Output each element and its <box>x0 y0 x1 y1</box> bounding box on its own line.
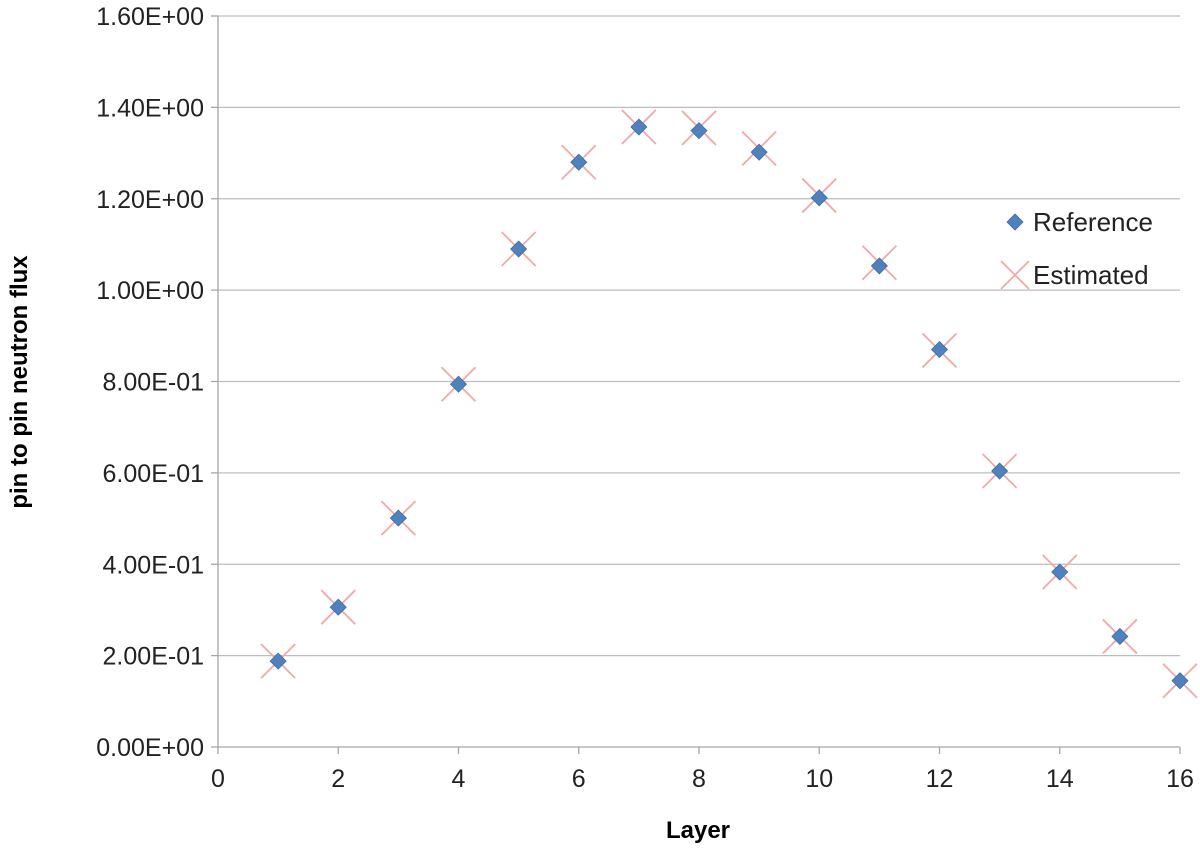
x-tick-label: 10 <box>805 765 833 793</box>
legend-label: Estimated <box>1033 260 1149 290</box>
reference-point <box>991 462 1009 480</box>
y-axis-title: pin to pin neutron flux <box>6 255 33 509</box>
legend-label: Reference <box>1033 207 1153 237</box>
reference-point <box>750 143 768 161</box>
reference-point <box>690 122 708 140</box>
x-tick-label: 12 <box>926 765 954 793</box>
y-tick-label: 1.00E+00 <box>96 277 204 305</box>
x-tick-label: 0 <box>211 765 225 793</box>
y-tick-label: 2.00E-01 <box>103 643 204 671</box>
reference-point <box>630 118 648 136</box>
x-tick-label: 16 <box>1166 765 1194 793</box>
reference-point <box>449 375 468 393</box>
reference-point <box>810 189 828 207</box>
x-tick-label: 14 <box>1046 765 1074 793</box>
y-tick-label: 4.00E-01 <box>103 551 204 579</box>
y-tick-label: 0.00E+00 <box>96 734 204 762</box>
legend-item-reference: Reference <box>1006 207 1153 237</box>
series-reference <box>269 118 1189 690</box>
reference-point <box>1111 627 1129 646</box>
reference-point <box>1171 672 1189 690</box>
reference-point <box>329 598 347 616</box>
y-tick-label: 8.00E-01 <box>103 369 204 397</box>
reference-point <box>1051 563 1069 581</box>
x-tick-label: 4 <box>452 765 466 793</box>
legend: Reference Estimated <box>1000 207 1153 290</box>
y-tick-label: 1.60E+00 <box>96 3 204 31</box>
y-tick-label: 1.20E+00 <box>96 186 204 214</box>
reference-point <box>870 257 888 275</box>
data-series <box>260 109 1198 699</box>
x-tick-label: 8 <box>692 765 706 793</box>
reference-point <box>389 509 407 527</box>
legend-marker-diamond <box>1006 213 1024 231</box>
x-axis-title: Layer <box>666 817 730 844</box>
tick-labels: 0.00E+00 2.00E-01 4.00E-01 6.00E-01 8.00E-01… <box>96 3 1194 793</box>
x-tick-label: 2 <box>331 765 345 793</box>
reference-point <box>269 652 287 670</box>
y-tick-label: 1.40E+00 <box>96 94 204 122</box>
axes <box>211 15 1181 754</box>
reference-point <box>570 153 588 171</box>
gridlines <box>218 15 1180 657</box>
reference-point <box>510 240 528 258</box>
legend-marker-cross <box>1000 260 1030 290</box>
legend-item-estimated: Estimated <box>1000 260 1149 290</box>
y-tick-label: 6.00E-01 <box>103 460 204 488</box>
x-tick-label: 6 <box>572 765 586 793</box>
reference-point <box>930 340 949 359</box>
